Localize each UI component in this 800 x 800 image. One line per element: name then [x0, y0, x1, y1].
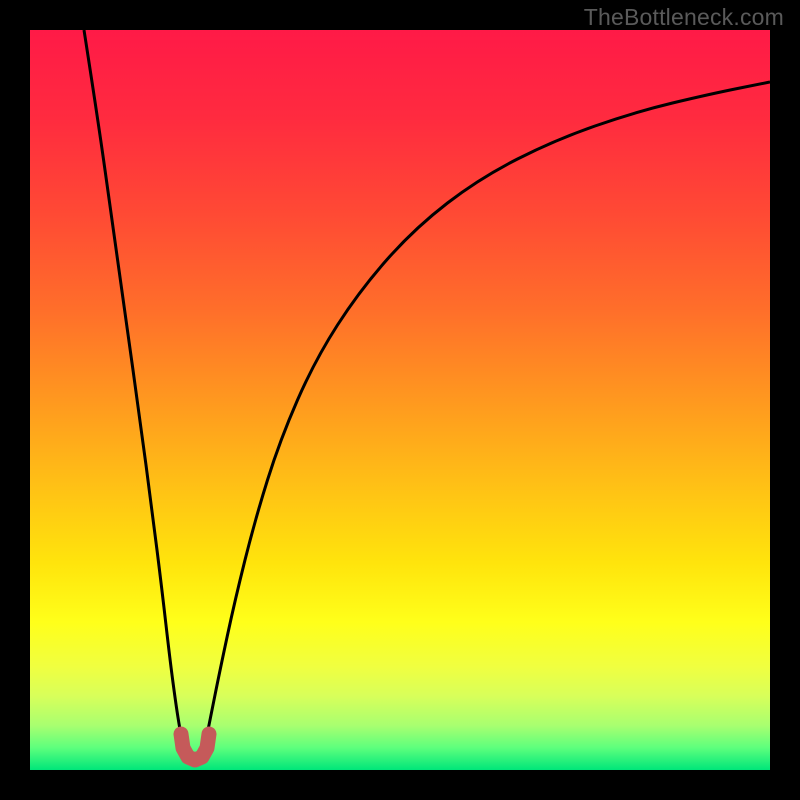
- bottleneck-chart: TheBottleneck.com: [0, 0, 800, 800]
- watermark-text: TheBottleneck.com: [584, 4, 784, 31]
- plot-background: [30, 30, 770, 770]
- chart-svg: [0, 0, 800, 800]
